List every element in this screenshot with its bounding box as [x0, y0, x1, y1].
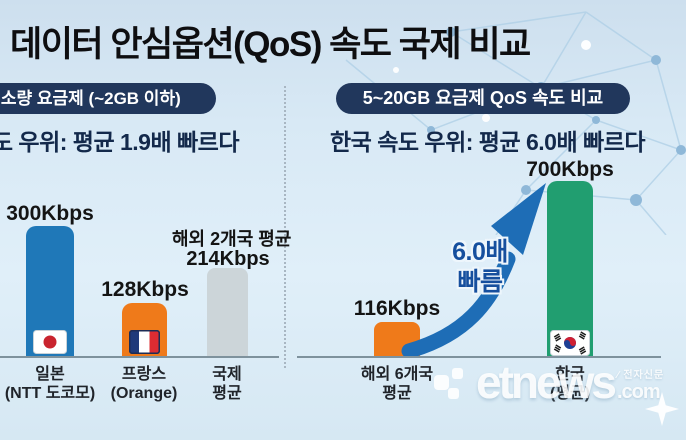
korea-bar	[547, 181, 593, 356]
korea-axis-line2: (평균)	[549, 385, 591, 402]
intl-axis-line1: 국제	[212, 366, 242, 383]
france-axis-label: 프랑스 (Orange)	[89, 365, 199, 403]
page-title: 데이터 안심옵션(QoS) 속도 국제 비교	[10, 25, 531, 64]
intl-axis-label: 국제 평균	[172, 365, 282, 403]
boost-line2: 빠름	[457, 268, 503, 296]
right-panel-headline: 한국 속도 우위: 평균 6.0배 빠르다	[330, 129, 646, 155]
france-axis-line2: (Orange)	[110, 385, 178, 402]
france-value-label: 128Kbps	[101, 278, 189, 301]
intl-caption-line1: 해외 2개국 평균	[172, 229, 292, 249]
france-axis-line1: 프랑스	[121, 366, 167, 383]
intl-caption-line2: 214Kbps	[186, 248, 270, 270]
panel-divider	[284, 86, 286, 368]
korea-axis-line1: 한국	[555, 366, 585, 383]
left-axis-line	[0, 356, 279, 358]
korea-flag-icon	[550, 330, 590, 356]
japan-value-label: 300Kbps	[6, 202, 94, 225]
france-flag-icon	[129, 330, 160, 354]
boost-annotation: 6.0배 빠름	[413, 237, 547, 297]
japan-axis-label: 일본 (NTT 도코모)	[0, 365, 105, 403]
boost-line1: 6.0배	[452, 238, 508, 266]
overseas-bar	[374, 322, 420, 356]
korea-axis-label: 한국 (평균)	[515, 365, 625, 403]
intl-axis-line2: 평균	[212, 385, 242, 402]
intl-average-caption: 해외 2개국 평균 214Kbps	[172, 229, 292, 270]
japan-flag-icon	[33, 330, 67, 354]
left-panel-headline: 한국 속도 우위: 평균 1.9배 빠르다	[0, 129, 240, 155]
sparkle-decoration	[645, 392, 679, 426]
korea-value-label: 700Kbps	[526, 158, 614, 181]
intl-average-bar	[207, 268, 248, 356]
overseas-axis-line1: 해외 6개국	[360, 366, 434, 383]
overseas-axis-label: 해외 6개국 평균	[342, 365, 452, 403]
japan-axis-line1: 일본	[35, 366, 65, 383]
overseas-value-label: 116Kbps	[353, 297, 441, 320]
right-panel-badge: 5~20GB 요금제 QoS 속도 비교	[336, 83, 630, 114]
right-axis-line	[297, 356, 661, 358]
japan-axis-line2: (NTT 도코모)	[4, 385, 96, 402]
left-panel-badge: 데이터 소량 요금제 (~2GB 이하)	[0, 83, 216, 114]
overseas-axis-line2: 평균	[382, 385, 412, 402]
